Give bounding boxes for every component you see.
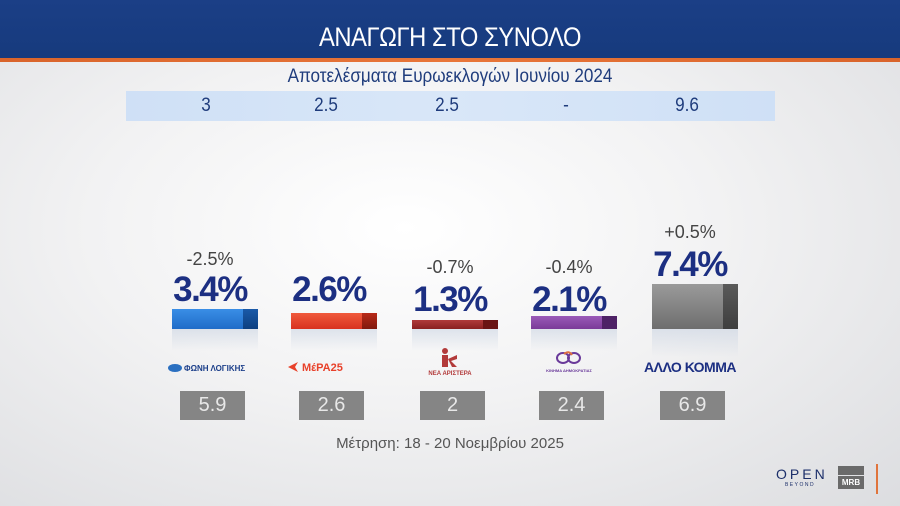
brand-divider [876, 464, 878, 494]
survey-date-note: Μέτρηση: 18 - 20 Νοεμβρίου 2025 [336, 435, 564, 452]
party-column: -0.4% 2.1% ΚΙΝΗΜΑ ΔΗΜΟΚΡΑΤΙΑΣ 2.4 [519, 0, 619, 506]
change-label: +0.5% [664, 222, 716, 242]
party-logo-kinima-dimokratias: ΚΙΝΗΜΑ ΔΗΜΟΚΡΑΤΙΑΣ [519, 348, 619, 381]
change-label: -0.7% [426, 257, 474, 277]
svg-text:ΝΕΑ ΑΡΙΣΤΕΡΑ: ΝΕΑ ΑΡΙΣΤΕΡΑ [428, 371, 472, 377]
previous-results-label: Αποτελέσματα Ευρωεκλογών Ιουνίου 2024 [287, 66, 613, 87]
change-label: -2.5% [186, 249, 234, 269]
previous-value: 2.5 [435, 95, 459, 116]
previous-value: - [563, 95, 569, 116]
header-accent-stripe [0, 58, 900, 62]
svg-text:MέPA25: MέPA25 [302, 362, 343, 374]
party-logo-foni-logikis: ΦΩΝΗ ΛΟΓΙΚΗΣ [160, 361, 260, 380]
bar [531, 316, 617, 329]
bar [291, 313, 377, 329]
page-title: ΑΝΑΓΩΓΗ ΣΤΟ ΣΥΝΟΛΟ [318, 22, 582, 52]
percentage-label: 2.6% [292, 270, 367, 309]
svg-text:ΦΩΝΗ ΛΟΓΙΚΗΣ: ΦΩΝΗ ΛΟΓΙΚΗΣ [184, 364, 245, 373]
previous-results-row: 3 2.5 2.5 - 9.6 [126, 91, 775, 121]
party-column: -2.5% 3.4% ΦΩΝΗ ΛΟΓΙΚΗΣ 5.9 [160, 0, 260, 506]
party-column: 2.6% MέPA25 2.6 [279, 0, 379, 506]
percentage-label: 3.4% [173, 270, 248, 309]
raw-value-box: 5.9 [180, 391, 245, 420]
raw-value-box: 2.4 [539, 391, 604, 420]
previous-value: 3 [201, 95, 211, 116]
svg-text:ΚΙΝΗΜΑ ΔΗΜΟΚΡΑΤΙΑΣ: ΚΙΝΗΜΑ ΔΗΜΟΚΡΑΤΙΑΣ [546, 368, 592, 373]
open-logo: OPEN [776, 466, 828, 482]
raw-value-box: 2 [420, 391, 485, 420]
bar [652, 284, 738, 329]
party-label-allo-komma: ΑΛΛΟ ΚΟΜΜΑ [644, 359, 736, 375]
party-column: -0.7% 1.3% ΝΕΑ ΑΡΙΣΤΕΡΑ 2 [400, 0, 500, 506]
open-logo-subtitle: BEYOND [784, 482, 816, 488]
percentage-label: 7.4% [653, 245, 728, 284]
party-logo-mera25: MέPA25 [279, 359, 379, 380]
bar [172, 309, 258, 329]
previous-value: 2.5 [314, 95, 338, 116]
percentage-label: 2.1% [532, 280, 607, 319]
party-column: +0.5% 7.4% ΑΛΛΟ ΚΟΜΜΑ 6.9 [640, 0, 740, 506]
mrb-logo: MRB [838, 466, 864, 489]
change-label: -0.4% [545, 257, 593, 277]
raw-value-box: 6.9 [660, 391, 725, 420]
party-logo-nea-aristera: ΝΕΑ ΑΡΙΣΤΕΡΑ [400, 347, 500, 382]
bar [412, 320, 498, 329]
previous-value: 9.6 [675, 95, 699, 116]
percentage-label: 1.3% [413, 280, 488, 319]
raw-value-box: 2.6 [299, 391, 364, 420]
header-bar [0, 0, 900, 58]
